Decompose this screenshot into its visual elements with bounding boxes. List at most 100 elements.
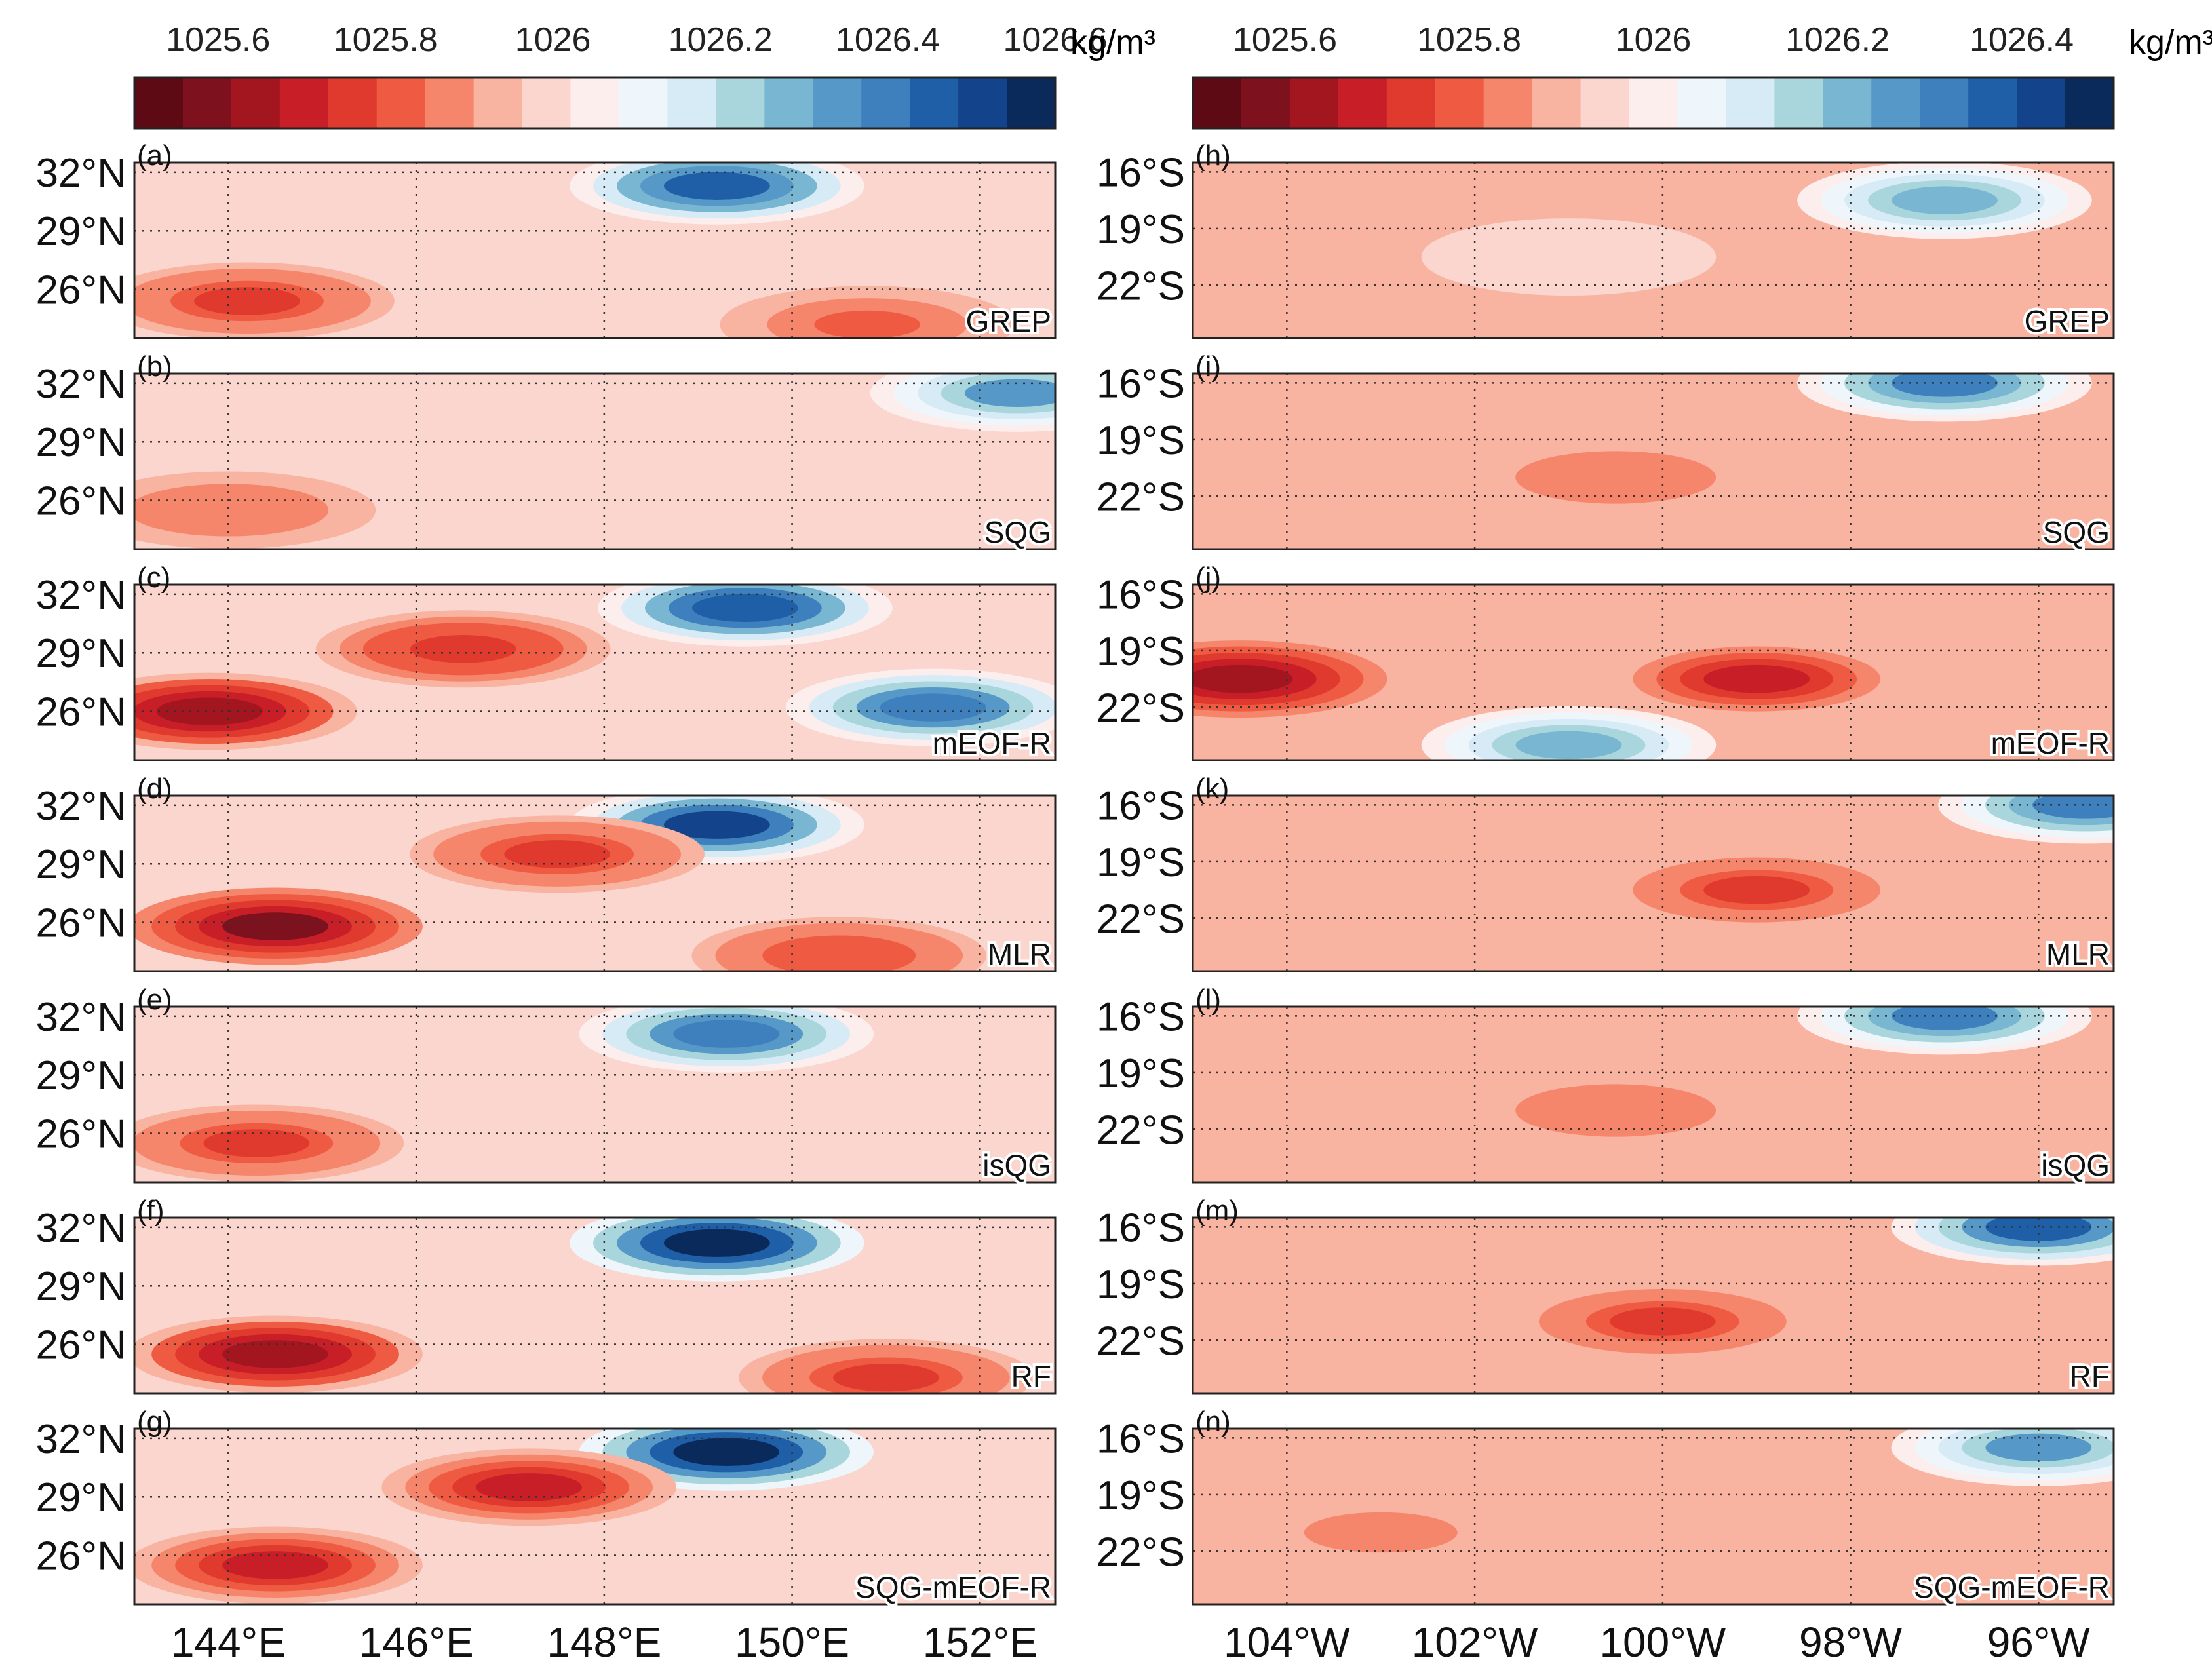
- method-label: RF: [2070, 1359, 2110, 1393]
- y-tick-label: 19°S: [1096, 840, 1185, 885]
- density-feature: [1703, 664, 1810, 693]
- colorbar-swatch: [1532, 77, 1581, 128]
- y-tick-label: 32°N: [35, 784, 126, 829]
- y-tick-label: 26°N: [35, 901, 126, 946]
- y-tick-label: 32°N: [35, 362, 126, 407]
- y-tick-label: 22°S: [1096, 1530, 1185, 1575]
- y-tick-label: 22°S: [1096, 474, 1185, 520]
- method-label: isQG: [2041, 1148, 2110, 1182]
- colorbar-swatch: [1007, 77, 1056, 128]
- density-feature: [1515, 242, 1622, 271]
- density-field: [1193, 1218, 2114, 1393]
- density-feature: [175, 496, 282, 524]
- panel-letter: (g): [137, 1406, 172, 1438]
- colorbar-swatch: [1289, 77, 1339, 128]
- x-tick-label: 100°W: [1599, 1619, 1726, 1666]
- density-feature: [222, 912, 328, 940]
- colorbar-swatch: [1580, 77, 1630, 128]
- y-tick-label: 19°S: [1096, 1473, 1185, 1518]
- panel-b: 32°N 29°N 26°N (b) SQG: [35, 351, 1057, 552]
- y-tick-label: 22°S: [1096, 1319, 1185, 1364]
- y-tick-label: 16°S: [1096, 994, 1185, 1039]
- y-tick-label: 19°S: [1096, 207, 1185, 252]
- panel-letter: (a): [137, 140, 172, 172]
- density-feature: [194, 287, 300, 315]
- density-feature: [2032, 796, 2114, 819]
- panel-i: 16°S 19°S 22°S (i) SQG: [1096, 351, 2115, 552]
- y-tick-label: 26°N: [35, 268, 126, 313]
- density-feature: [880, 693, 986, 722]
- density-feature: [156, 697, 263, 725]
- y-tick-label: 16°S: [1096, 361, 1185, 406]
- density-field: [1193, 1007, 2114, 1182]
- colorbar-tick-label: 1025.6: [166, 21, 270, 59]
- panel-letter: (d): [137, 773, 172, 805]
- colorbar-swatch: [1774, 77, 1823, 128]
- colorbar-left: 1025.6 1025.8 1026 1026.2 1026.4 1026.6 kg/m³: [133, 21, 1155, 130]
- colorbar-swatch: [1677, 77, 1727, 128]
- density-feature: [1562, 1096, 1669, 1125]
- panel-letter: (j): [1195, 562, 1221, 594]
- colorbar-right: 1025.6 1025.8 1026 1026.2 1026.4 kg/m³: [1192, 21, 2212, 130]
- panel-letter: (c): [137, 562, 170, 594]
- y-tick-label: 22°S: [1096, 896, 1185, 942]
- colorbar-swatch: [1386, 77, 1436, 128]
- x-tick-label: 98°W: [1799, 1619, 1903, 1666]
- method-label: SQG: [2043, 515, 2110, 549]
- panel-letter: (l): [1195, 984, 1221, 1016]
- colorbar-swatch: [667, 77, 716, 128]
- density-feature: [663, 1229, 770, 1257]
- colorbar-swatch: [1629, 77, 1678, 128]
- y-tick-label: 32°N: [35, 573, 126, 618]
- panel-frame: [1192, 1427, 2115, 1606]
- x-axis-left-tick-labels: 144°E 146°E 148°E 150°E 152°E: [171, 1619, 1038, 1666]
- colorbar-swatch: [425, 77, 475, 128]
- colorbar-swatch: [1968, 77, 2017, 128]
- y-tick-label: 16°S: [1096, 572, 1185, 617]
- colorbar-swatch: [1920, 77, 1969, 128]
- panel-frame: [1192, 583, 2115, 761]
- density-feature: [1562, 463, 1669, 491]
- colorbar-swatch: [473, 77, 523, 128]
- colorbar-swatch: [1726, 77, 1775, 128]
- y-tick-label: 32°N: [35, 1206, 126, 1251]
- colorbar-swatch: [1483, 77, 1533, 128]
- panel-frame: [1192, 794, 2115, 972]
- method-label: MLR: [988, 937, 1051, 971]
- density-feature: [1515, 731, 1622, 760]
- y-tick-label: 22°S: [1096, 1107, 1185, 1153]
- panel-letter: (h): [1195, 140, 1231, 172]
- density-feature: [1703, 876, 1810, 904]
- density-feature: [222, 1551, 328, 1579]
- density-feature: [476, 1473, 583, 1501]
- panel-m: 16°S 19°S 22°S (m) RF: [1096, 1195, 2115, 1396]
- density-feature: [1193, 664, 1293, 693]
- density-feature: [1892, 1007, 1998, 1030]
- y-tick-label: 16°S: [1096, 783, 1185, 828]
- panel-c: 32°N 29°N 26°N (c) mEOF-R: [35, 562, 1057, 763]
- colorbar-swatch: [182, 77, 232, 128]
- panel-e: 32°N 29°N 26°N (e) isQG: [35, 984, 1057, 1185]
- y-tick-label: 26°N: [35, 479, 126, 524]
- y-tick-label: 29°N: [35, 842, 126, 887]
- colorbar-tick-label: 1026.6: [1003, 21, 1107, 59]
- y-tick-label: 29°N: [35, 1475, 126, 1520]
- density-feature: [673, 1020, 780, 1048]
- density-feature: [673, 1438, 780, 1466]
- colorbar-left-swatches: [134, 77, 1056, 128]
- x-tick-label: 150°E: [735, 1619, 849, 1666]
- density-feature: [222, 1340, 328, 1368]
- colorbar-swatch: [328, 77, 378, 128]
- colorbar-swatch: [958, 77, 1007, 128]
- density-feature: [504, 840, 611, 868]
- colorbar-right-unit: kg/m³: [2129, 24, 2212, 62]
- panel-frame: [133, 372, 1057, 550]
- colorbar-left-frame: [133, 76, 1057, 130]
- panel-h: 16°S 19°S 22°S (h) GREP: [1096, 140, 2115, 341]
- x-tick-label: 96°W: [1987, 1619, 2091, 1666]
- colorbar-left-tick-labels: 1025.6 1025.8 1026 1026.2 1026.4 1026.6: [166, 21, 1107, 59]
- panel-frame: [133, 161, 1057, 339]
- density-feature: [786, 941, 893, 970]
- panel-j: 16°S 19°S 22°S (j) mEOF-R: [1096, 562, 2115, 763]
